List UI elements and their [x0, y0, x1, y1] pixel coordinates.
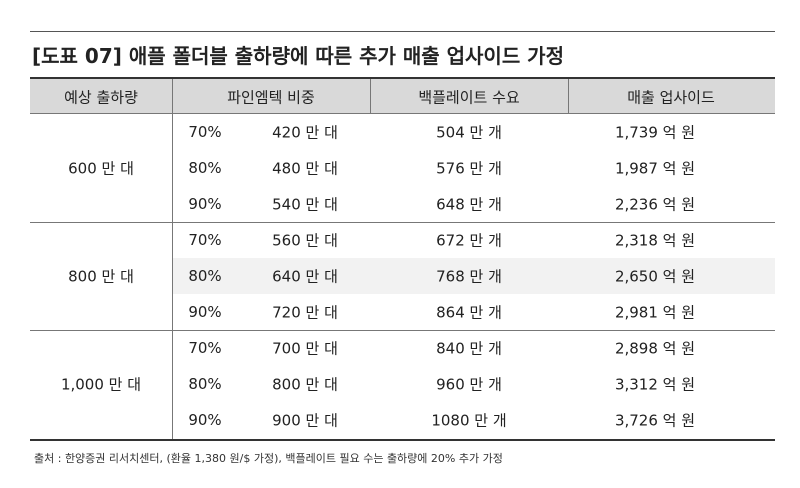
cell: 80%	[188, 267, 222, 285]
cell: 3,726 억 원	[614, 411, 696, 430]
top-rule	[30, 31, 775, 32]
title: [도표 07] 애플 폴더블 출하량에 따른 추가 매출 업사이드 가정	[32, 44, 564, 68]
cell: 420 만 대	[272, 123, 338, 142]
cell: 960 만 개	[436, 375, 502, 394]
col-rule	[172, 79, 173, 439]
header-bg	[30, 79, 775, 114]
header-cell: 백플레이트 수요	[418, 88, 520, 107]
cell: 640 만 대	[272, 267, 338, 286]
cell: 1,987 억 원	[614, 159, 696, 178]
cell: 2,981 억 원	[614, 303, 696, 322]
header-cell: 예상 출하량	[64, 88, 138, 107]
cell: 1,739 억 원	[614, 123, 696, 142]
cell: 70%	[188, 339, 222, 357]
cell: 70%	[188, 123, 222, 141]
cell: 700 만 대	[272, 339, 338, 358]
cell: 90%	[188, 303, 222, 321]
cell: 504 만 개	[436, 123, 502, 142]
cell: 864 만 개	[436, 303, 502, 322]
cell: 480 만 대	[272, 159, 338, 178]
cell: 90%	[188, 195, 222, 213]
header-cell: 파인엠텍 비중	[227, 88, 315, 107]
cell: 3,312 억 원	[614, 375, 696, 394]
group-rule	[30, 222, 775, 223]
cell: 800 만 대	[272, 375, 338, 394]
cell: 720 만 대	[272, 303, 338, 322]
group-rule	[30, 330, 775, 331]
footnote: 출처 : 한양증권 리서치센터, (환율 1,380 원/$ 가정), 백플레이…	[34, 452, 503, 465]
cell: 2,236 억 원	[614, 195, 696, 214]
cell: 2,898 억 원	[614, 339, 696, 358]
cell: 768 만 개	[436, 267, 502, 286]
cell: 900 만 대	[272, 411, 338, 430]
cell: 576 만 개	[436, 159, 502, 178]
bottom-rule	[30, 439, 775, 441]
cell: 2,650 억 원	[614, 267, 696, 286]
group-label: 600 만 대	[68, 159, 134, 178]
cell: 2,318 억 원	[614, 231, 696, 250]
cell: 560 만 대	[272, 231, 338, 250]
cell: 80%	[188, 375, 222, 393]
header-cell: 매출 업사이드	[627, 88, 715, 107]
cell: 672 만 개	[436, 231, 502, 250]
header-bottom-rule	[30, 113, 775, 114]
col-rule	[370, 79, 371, 114]
cell: 1080 만 개	[431, 411, 507, 430]
cell: 540 만 대	[272, 195, 338, 214]
cell: 840 만 개	[436, 339, 502, 358]
header-rule	[30, 77, 775, 79]
highlight-row	[173, 258, 775, 294]
col-rule	[568, 79, 569, 114]
cell: 90%	[188, 411, 222, 429]
cell: 648 만 개	[436, 195, 502, 214]
group-label: 1,000 만 대	[60, 375, 142, 394]
cell: 80%	[188, 159, 222, 177]
cell: 70%	[188, 231, 222, 249]
group-label: 800 만 대	[68, 267, 134, 286]
